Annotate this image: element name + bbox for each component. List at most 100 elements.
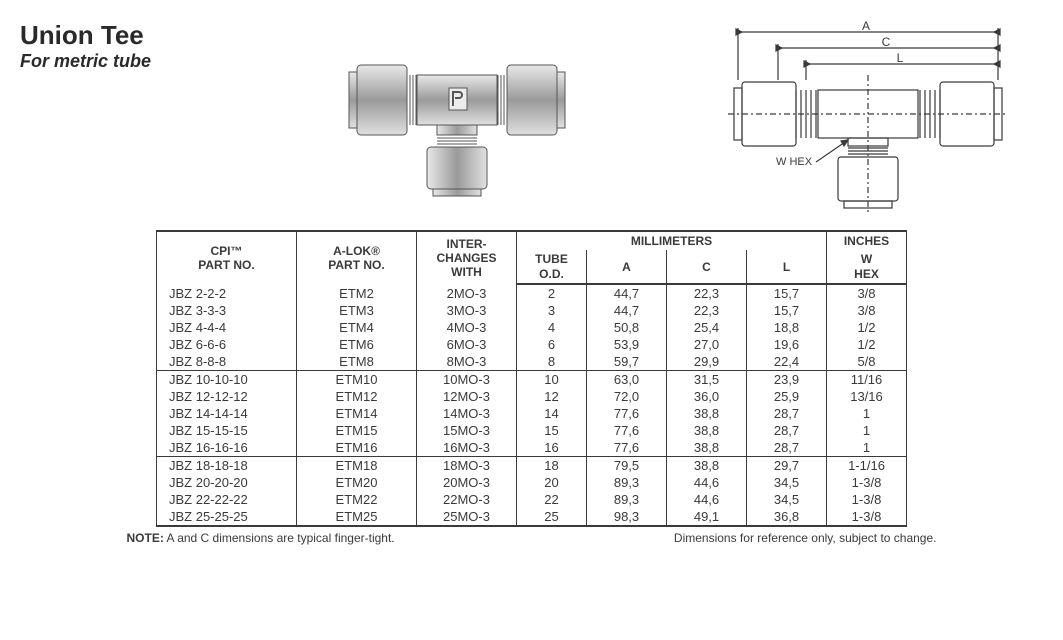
cell-whex: 1/2: [827, 336, 907, 353]
hdr-whex: W HEX: [827, 250, 907, 284]
cell-cpi: JBZ 25-25-25: [157, 508, 297, 526]
cell-cpi: JBZ 14-14-14: [157, 405, 297, 422]
cell-inter: 12MO-3: [417, 388, 517, 405]
cell-C: 38,8: [667, 439, 747, 457]
table-row: JBZ 18-18-18ETM1818MO-31879,538,829,71-1…: [157, 457, 907, 475]
cell-inter: 18MO-3: [417, 457, 517, 475]
table-row: JBZ 10-10-10ETM1010MO-31063,031,523,911/…: [157, 371, 907, 389]
hdr-cpi: CPI™ PART NO.: [157, 231, 297, 284]
table-row: JBZ 3-3-3ETM33MO-3344,722,315,73/8: [157, 302, 907, 319]
cell-alok: ETM4: [297, 319, 417, 336]
cell-L: 18,8: [747, 319, 827, 336]
cell-tube: 25: [517, 508, 587, 526]
cell-cpi: JBZ 22-22-22: [157, 491, 297, 508]
cell-A: 59,7: [587, 353, 667, 371]
dim-label-whex: W HEX: [776, 156, 813, 168]
cell-cpi: JBZ 15-15-15: [157, 422, 297, 439]
cell-alok: ETM16: [297, 439, 417, 457]
cell-alok: ETM2: [297, 284, 417, 302]
page-title: Union Tee: [20, 20, 220, 51]
cell-C: 36,0: [667, 388, 747, 405]
cell-alok: ETM6: [297, 336, 417, 353]
cell-cpi: JBZ 10-10-10: [157, 371, 297, 389]
cell-tube: 2: [517, 284, 587, 302]
cell-L: 22,4: [747, 353, 827, 371]
cell-A: 72,0: [587, 388, 667, 405]
cell-A: 89,3: [587, 474, 667, 491]
cell-A: 89,3: [587, 491, 667, 508]
cell-tube: 20: [517, 474, 587, 491]
dim-label-c: C: [882, 35, 891, 49]
cell-inter: 2MO-3: [417, 284, 517, 302]
cell-L: 15,7: [747, 284, 827, 302]
table-row: JBZ 16-16-16ETM1616MO-31677,638,828,71: [157, 439, 907, 457]
cell-alok: ETM3: [297, 302, 417, 319]
cell-C: 31,5: [667, 371, 747, 389]
cell-whex: 1-3/8: [827, 508, 907, 526]
table-row: JBZ 20-20-20ETM2020MO-32089,344,634,51-3…: [157, 474, 907, 491]
cell-L: 23,9: [747, 371, 827, 389]
cell-L: 28,7: [747, 422, 827, 439]
cell-tube: 18: [517, 457, 587, 475]
cell-cpi: JBZ 8-8-8: [157, 353, 297, 371]
cell-inter: 4MO-3: [417, 319, 517, 336]
cell-inter: 14MO-3: [417, 405, 517, 422]
table-row: JBZ 22-22-22ETM2222MO-32289,344,634,51-3…: [157, 491, 907, 508]
table-body: JBZ 2-2-2ETM22MO-3244,722,315,73/8JBZ 3-…: [157, 284, 907, 526]
table-row: JBZ 12-12-12ETM1212MO-31272,036,025,913/…: [157, 388, 907, 405]
cell-L: 15,7: [747, 302, 827, 319]
cell-A: 77,6: [587, 405, 667, 422]
hdr-in-group: INCHES: [827, 231, 907, 250]
cell-tube: 15: [517, 422, 587, 439]
cell-A: 77,6: [587, 439, 667, 457]
cell-A: 63,0: [587, 371, 667, 389]
cell-L: 28,7: [747, 405, 827, 422]
cell-C: 29,9: [667, 353, 747, 371]
cell-inter: 3MO-3: [417, 302, 517, 319]
cell-alok: ETM14: [297, 405, 417, 422]
cell-inter: 22MO-3: [417, 491, 517, 508]
cell-C: 22,3: [667, 284, 747, 302]
cell-A: 77,6: [587, 422, 667, 439]
cell-inter: 16MO-3: [417, 439, 517, 457]
cell-whex: 1: [827, 405, 907, 422]
dimension-diagram: A C L W HEX: [693, 20, 1043, 220]
cell-tube: 14: [517, 405, 587, 422]
hdr-tube: TUBE O.D.: [517, 250, 587, 284]
cell-A: 44,7: [587, 284, 667, 302]
cell-tube: 16: [517, 439, 587, 457]
cell-C: 25,4: [667, 319, 747, 336]
table-head: CPI™ PART NO. A-LOK® PART NO. INTER- CHA…: [157, 231, 907, 284]
cell-alok: ETM12: [297, 388, 417, 405]
cell-tube: 6: [517, 336, 587, 353]
disclaimer-text: Dimensions for reference only, subject t…: [674, 531, 937, 545]
cell-tube: 8: [517, 353, 587, 371]
cell-C: 49,1: [667, 508, 747, 526]
cell-L: 25,9: [747, 388, 827, 405]
cell-alok: ETM25: [297, 508, 417, 526]
cell-inter: 25MO-3: [417, 508, 517, 526]
cell-A: 53,9: [587, 336, 667, 353]
cell-C: 44,6: [667, 491, 747, 508]
cell-C: 27,0: [667, 336, 747, 353]
cell-A: 98,3: [587, 508, 667, 526]
table-row: JBZ 8-8-8ETM88MO-3859,729,922,45/8: [157, 353, 907, 371]
cell-cpi: JBZ 4-4-4: [157, 319, 297, 336]
note-text: NOTE: A and C dimensions are typical fin…: [127, 531, 395, 545]
cell-alok: ETM10: [297, 371, 417, 389]
table-row: JBZ 4-4-4ETM44MO-3450,825,418,81/2: [157, 319, 907, 336]
cell-alok: ETM18: [297, 457, 417, 475]
cell-tube: 12: [517, 388, 587, 405]
cell-A: 79,5: [587, 457, 667, 475]
cell-whex: 13/16: [827, 388, 907, 405]
table-row: JBZ 15-15-15ETM1515MO-31577,638,828,71: [157, 422, 907, 439]
table-row: JBZ 2-2-2ETM22MO-3244,722,315,73/8: [157, 284, 907, 302]
cell-whex: 11/16: [827, 371, 907, 389]
cell-inter: 8MO-3: [417, 353, 517, 371]
table-row: JBZ 25-25-25ETM2525MO-32598,349,136,81-3…: [157, 508, 907, 526]
hdr-c: C: [667, 250, 747, 284]
page-subtitle: For metric tube: [20, 51, 220, 72]
product-illustration: [260, 20, 653, 200]
cell-whex: 1-1/16: [827, 457, 907, 475]
cell-L: 34,5: [747, 474, 827, 491]
